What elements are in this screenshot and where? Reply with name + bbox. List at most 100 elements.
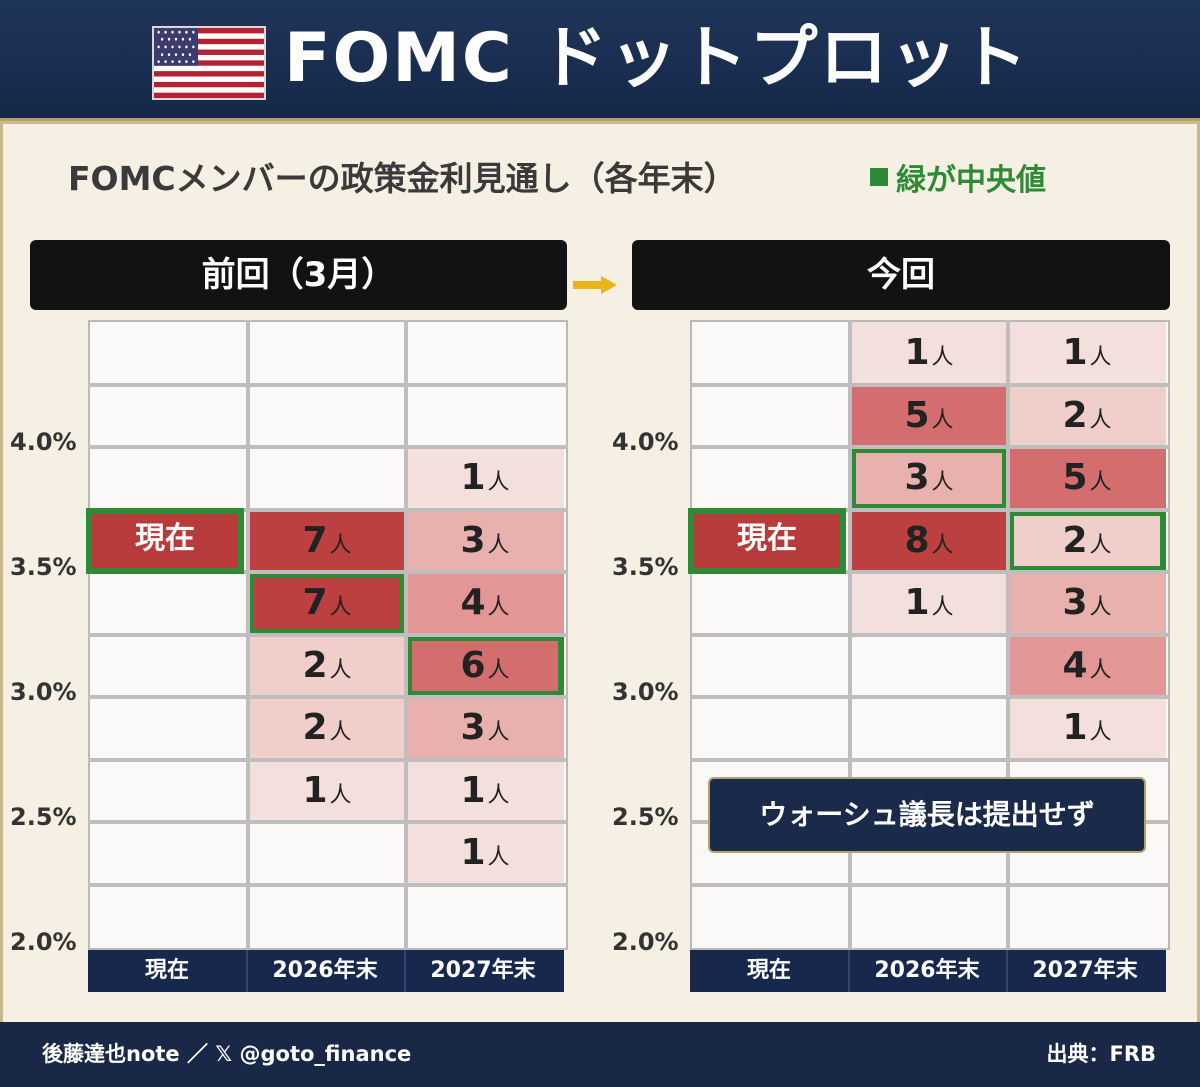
y-tick-label: 2.0% (10, 928, 77, 956)
count-value: 1 (460, 769, 486, 811)
grid-line (690, 382, 1170, 387)
x-tick-label: 現在 (144, 958, 189, 983)
grid-line (88, 632, 568, 637)
chair-note: ウォーシュ議長は提出せず (708, 777, 1146, 853)
dot-count-cell: 4人 (1008, 634, 1166, 697)
count-unit: 人 (487, 782, 510, 808)
count-unit: 人 (1089, 720, 1112, 745)
x-tick-label: 2027年末 (430, 958, 536, 983)
count-value: 5 (1062, 457, 1088, 498)
dot-count-cell: 1人 (248, 759, 406, 822)
count-unit: 人 (329, 782, 352, 808)
median-cell: 7人 (248, 572, 406, 635)
panel-header-current: 今回 (632, 240, 1170, 310)
grid-line (690, 570, 1170, 574)
y-tick-label: 4.0% (10, 428, 77, 456)
grid-line (690, 695, 1170, 699)
dot-count-cell: 1人 (850, 322, 1008, 385)
dot-count-cell: 1人 (850, 572, 1008, 635)
grid-line (404, 320, 408, 950)
dot-count-cell: 2人 (1008, 384, 1166, 447)
count-value: 1 (1062, 332, 1088, 373)
count-unit: 人 (329, 595, 352, 620)
arrow-right-icon (573, 276, 617, 294)
count-value: 1 (904, 582, 930, 623)
dot-count-cell: 1人 (406, 822, 564, 885)
dot-count-cell: 2人 (248, 634, 406, 697)
grid-line (88, 445, 568, 449)
dot-count-cell: 3人 (1008, 572, 1166, 635)
dot-count-cell: 1人 (406, 447, 564, 510)
chart-subtitle: FOMCメンバーの政策金利見通し（各年末） (68, 159, 737, 198)
count-value: 1 (1062, 707, 1088, 748)
header-bar: FOMC ドットプロット (0, 0, 1200, 121)
grid-line (690, 882, 1170, 887)
count-value: 7 (302, 582, 328, 623)
grid-line (848, 320, 852, 950)
legend-swatch (870, 168, 888, 186)
grid-line (88, 757, 568, 762)
grid-line (88, 382, 568, 387)
grid-line (88, 820, 568, 824)
x-axis-separator (246, 950, 248, 992)
count-unit: 人 (931, 532, 954, 558)
count-unit: 人 (487, 595, 510, 620)
count-unit: 人 (1089, 407, 1112, 433)
dot-count-cell: 3人 (406, 697, 564, 760)
count-value: 3 (904, 457, 930, 498)
count-unit: 人 (487, 845, 510, 870)
count-value: 3 (460, 519, 486, 561)
legend-label: 緑が中央値 (896, 163, 1046, 198)
y-tick-label: 2.5% (10, 803, 77, 831)
count-unit: 人 (1089, 595, 1112, 620)
count-value: 4 (1062, 644, 1088, 686)
footer-source: 出典：FRB (1046, 1042, 1156, 1066)
current-rate-box: 現在 (688, 507, 846, 574)
count-value: 2 (1062, 394, 1088, 436)
count-unit: 人 (931, 345, 954, 370)
dot-count-cell: 1人 (1008, 697, 1166, 760)
x-tick-label: 2026年末 (874, 958, 980, 983)
count-value: 3 (460, 707, 486, 748)
dot-count-cell: 5人 (1008, 447, 1166, 510)
grid-line (246, 320, 250, 950)
count-value: 5 (904, 394, 930, 436)
footer-credit: 後藤達也note ／ 𝕏 @goto_finance (42, 1042, 412, 1066)
y-tick-label: 4.0% (612, 428, 679, 456)
count-unit: 人 (931, 595, 954, 620)
count-unit: 人 (1089, 657, 1112, 683)
count-value: 2 (1062, 519, 1088, 561)
y-tick-label: 2.0% (612, 928, 679, 956)
grid-line (690, 632, 1170, 637)
count-unit: 人 (1089, 345, 1112, 370)
median-cell: 3人 (850, 447, 1008, 510)
footer-bar: 後藤達也note ／ 𝕏 @goto_finance 出典：FRB (0, 1022, 1200, 1087)
y-tick-label: 3.0% (10, 678, 77, 706)
count-unit: 人 (329, 657, 352, 683)
count-value: 1 (904, 332, 930, 373)
grid-line (1006, 320, 1010, 950)
median-cell: 6人 (406, 634, 564, 697)
x-tick-label: 2026年末 (272, 958, 378, 983)
panel-header-previous: 前回（3月） (30, 240, 567, 310)
grid-line (88, 570, 568, 574)
grid-line (88, 695, 568, 699)
count-unit: 人 (487, 657, 510, 683)
y-tick-label: 3.5% (10, 553, 77, 581)
count-unit: 人 (329, 532, 352, 558)
x-axis-bar: 現在 2026年末 2027年末 (88, 950, 564, 992)
count-unit: 人 (1089, 470, 1112, 495)
count-value: 1 (460, 457, 486, 498)
page-title: FOMC ドットプロット (284, 19, 1030, 98)
grid-line (690, 507, 1170, 512)
count-unit: 人 (487, 720, 510, 745)
dot-count-cell: 3人 (406, 509, 564, 572)
x-axis-separator (404, 950, 406, 992)
dot-count-cell: 1人 (406, 759, 564, 822)
count-unit: 人 (487, 532, 510, 558)
dot-count-cell: 8人 (850, 509, 1008, 572)
x-tick-label: 現在 (746, 958, 791, 983)
count-value: 8 (904, 519, 930, 561)
grid-line (88, 507, 568, 512)
grid-line (690, 757, 1170, 762)
